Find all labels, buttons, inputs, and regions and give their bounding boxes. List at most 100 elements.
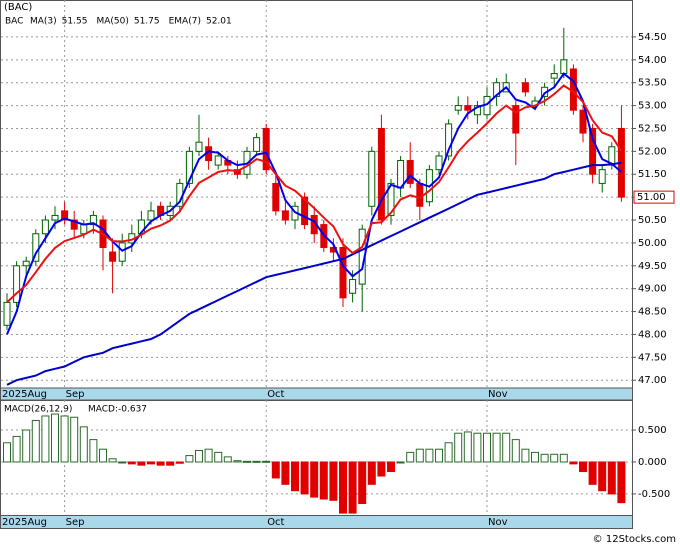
macd-bar [511, 439, 520, 463]
macd-bar [531, 451, 539, 463]
legend-name: MA(3) [30, 17, 57, 27]
y-tick-label: 50.00 [638, 238, 667, 249]
x-tick-label: 2025Aug [2, 389, 47, 400]
candle-body [118, 242, 126, 262]
candle-body [464, 105, 472, 111]
legend-symbol: BAC [5, 17, 23, 27]
macd-bar [99, 448, 107, 463]
macd-bar [588, 461, 597, 485]
candle-body [377, 127, 385, 221]
candle-body [51, 214, 59, 221]
x-tick-label: Sep [66, 389, 85, 400]
y-tick-label: 48.50 [638, 307, 667, 318]
macd-bar [348, 461, 357, 514]
x-tick-label: Oct [267, 389, 284, 400]
candle-body [416, 182, 424, 207]
macd-bar [262, 460, 271, 463]
macd-bar [89, 439, 98, 463]
macd-bar [252, 460, 261, 463]
y-tick-label: 54.00 [638, 55, 667, 66]
macd-bar [79, 426, 88, 463]
candle-body [387, 182, 395, 216]
candle-body [80, 224, 88, 235]
candle-body [195, 141, 203, 152]
macd-bar [435, 448, 443, 463]
macd-bar [598, 461, 607, 492]
line-series [6, 161, 622, 386]
x-tick-label: Nov [488, 389, 508, 400]
macd-bar [166, 461, 175, 466]
macd-bar [607, 461, 616, 495]
candle-body [368, 150, 376, 207]
y-tick-label: 49.50 [638, 261, 667, 272]
macd-bar [51, 413, 59, 463]
macd-bar [243, 460, 251, 463]
macd-bar [185, 455, 194, 463]
macd-bar [214, 451, 223, 463]
candle-body [22, 260, 30, 267]
macd-bar [281, 461, 290, 485]
macd-bar [41, 415, 50, 463]
y-tick-label: 48.00 [638, 329, 667, 340]
macd-bar [108, 458, 117, 463]
macd-bar [22, 429, 31, 463]
y-tick-label: 53.00 [638, 101, 667, 112]
candle-body [185, 150, 193, 184]
macd-bar [483, 432, 491, 463]
candle-body [598, 169, 606, 184]
y-tick-label: 49.00 [638, 284, 667, 295]
macd-bar [425, 448, 434, 463]
macd-bar [617, 461, 626, 504]
line-series [6, 84, 623, 304]
footer: © 12Stocks.com [593, 534, 676, 545]
macd-value: MACD:-0.637 [88, 405, 147, 415]
date-band [0, 387, 633, 401]
candle-body [253, 137, 261, 152]
candle-body [281, 210, 289, 221]
macd-bar [310, 461, 319, 498]
macd-bar [454, 432, 463, 463]
macd-bar [377, 461, 386, 477]
macd-bar [204, 448, 213, 463]
legend-name: EMA(7) [169, 17, 201, 27]
y-tick-label: 51.50 [638, 169, 667, 180]
macd-bar [156, 461, 165, 466]
macd-bar [444, 442, 453, 463]
y-tick-label: 47.00 [638, 375, 667, 386]
macd-bar [396, 461, 405, 464]
date-band [0, 515, 633, 529]
candle-body [512, 105, 520, 134]
last-price-label: 51.00 [637, 192, 666, 203]
x-tick-label: Sep [66, 517, 85, 528]
macd-bar [271, 461, 280, 479]
macd-bar [147, 461, 155, 465]
candle-body [272, 182, 280, 212]
y-tick-label: 53.50 [638, 78, 667, 89]
legend-value: 51.75 [134, 17, 160, 27]
macd-bar [550, 453, 559, 463]
candle-body [89, 214, 97, 226]
y-tick-label: 54.50 [638, 32, 667, 43]
macd-bar [492, 432, 501, 463]
candle-body [70, 219, 78, 230]
y-tick-label: 50.50 [638, 215, 667, 226]
macd-bar [415, 448, 424, 463]
candle-body [435, 155, 443, 171]
macd-bar [521, 448, 530, 463]
y-tick-label: 52.00 [638, 146, 667, 157]
macd-bar [540, 453, 549, 463]
macd-bar [358, 461, 367, 505]
x-tick-label: Oct [267, 517, 284, 528]
macd-bar [367, 461, 376, 485]
y-tick-label: 0.500 [638, 425, 667, 436]
legend-value: 51.55 [62, 17, 88, 27]
candle-body [339, 246, 347, 299]
macd-bar [300, 461, 309, 495]
candle-body [406, 160, 414, 184]
macd-bar [463, 431, 472, 463]
price-frame [0, 0, 633, 401]
macd-bar [339, 461, 347, 514]
candle-body [109, 251, 117, 262]
macd-bar [579, 461, 587, 473]
